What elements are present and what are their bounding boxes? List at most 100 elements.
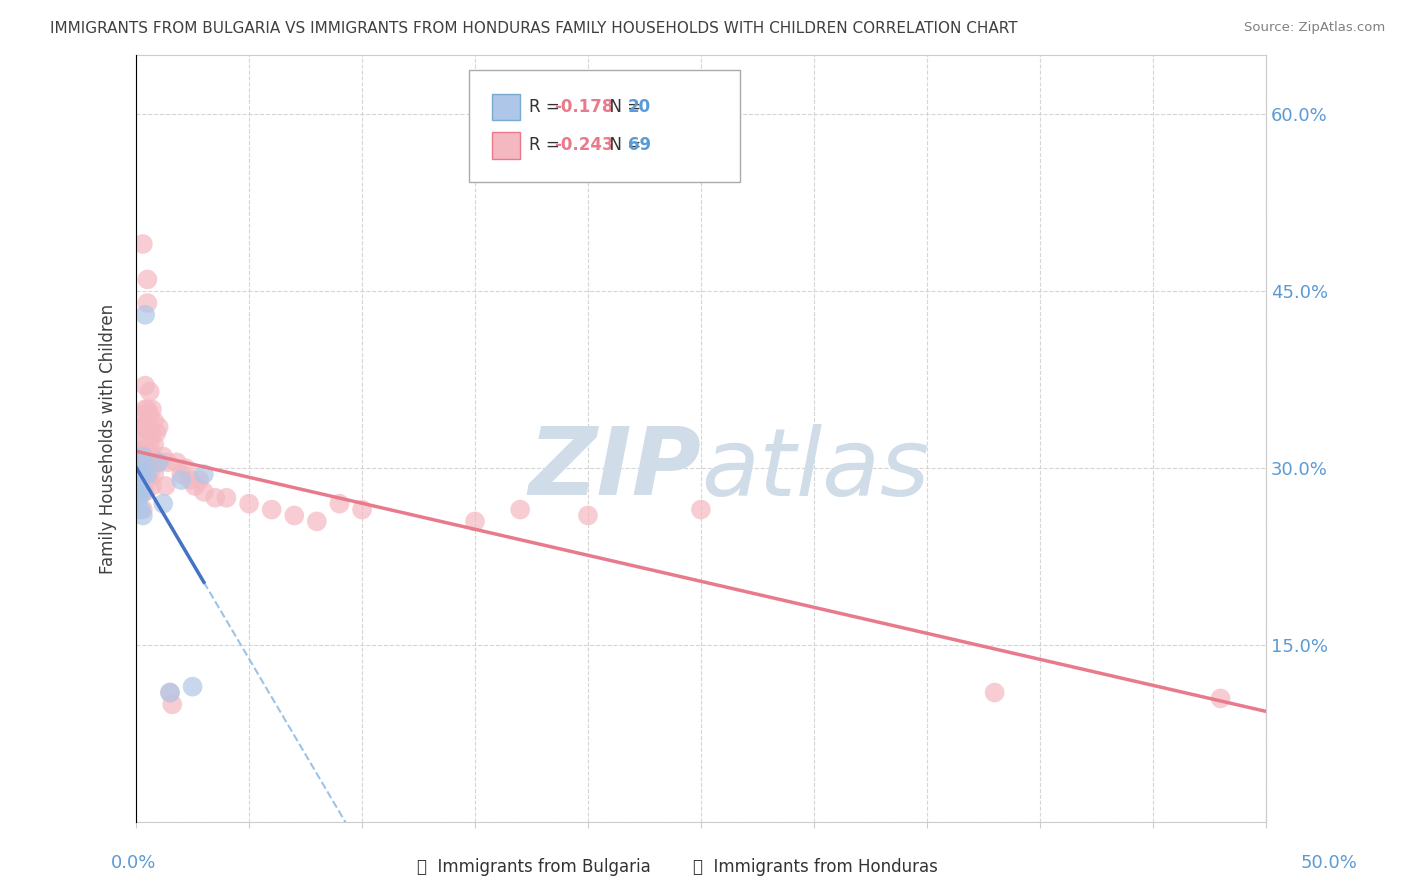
Text: Source: ZipAtlas.com: Source: ZipAtlas.com	[1244, 21, 1385, 35]
Text: atlas: atlas	[702, 424, 929, 515]
Point	[136, 296, 159, 310]
Point	[159, 685, 181, 699]
Point	[132, 484, 155, 499]
Point	[138, 408, 160, 422]
Point	[127, 479, 149, 493]
Point	[181, 680, 204, 694]
Point	[170, 473, 193, 487]
Point	[129, 455, 152, 469]
Text: R =: R =	[529, 98, 565, 116]
Point	[464, 515, 486, 529]
Text: -0.243: -0.243	[554, 136, 613, 154]
Point	[132, 467, 155, 482]
Point	[145, 455, 167, 469]
Point	[143, 467, 166, 482]
Point	[129, 484, 152, 499]
Point	[136, 473, 159, 487]
Point	[132, 467, 155, 482]
Point	[690, 502, 713, 516]
Point	[134, 420, 156, 434]
Point	[1209, 691, 1232, 706]
Point	[145, 425, 167, 440]
Point	[215, 491, 238, 505]
Point	[238, 497, 260, 511]
Point	[136, 272, 159, 286]
Point	[141, 450, 163, 464]
Point	[138, 467, 160, 482]
Text: 69: 69	[627, 136, 651, 154]
Text: ⬜  Immigrants from Honduras: ⬜ Immigrants from Honduras	[693, 858, 938, 876]
Point	[159, 685, 181, 699]
Point	[129, 502, 152, 516]
Point	[283, 508, 305, 523]
Point	[134, 443, 156, 458]
FancyBboxPatch shape	[492, 94, 520, 120]
Text: -0.178: -0.178	[554, 98, 613, 116]
Point	[156, 455, 179, 469]
Point	[134, 402, 156, 417]
FancyBboxPatch shape	[492, 132, 520, 159]
Point	[136, 402, 159, 417]
Point	[193, 467, 215, 482]
Point	[260, 502, 283, 516]
Point	[136, 432, 159, 446]
Text: N =: N =	[599, 98, 647, 116]
Point	[143, 414, 166, 428]
Point	[136, 450, 159, 464]
Y-axis label: Family Households with Children: Family Households with Children	[100, 303, 117, 574]
Point	[132, 420, 155, 434]
Point	[166, 455, 188, 469]
Point	[193, 484, 215, 499]
Point	[138, 384, 160, 399]
Point	[174, 461, 197, 475]
Point	[134, 378, 156, 392]
Text: 50.0%: 50.0%	[1301, 854, 1357, 871]
Text: 20: 20	[627, 98, 651, 116]
Point	[127, 479, 149, 493]
Text: ⬜  Immigrants from Bulgaria: ⬜ Immigrants from Bulgaria	[418, 858, 651, 876]
Text: 0.0%: 0.0%	[111, 854, 156, 871]
Point	[136, 467, 159, 482]
FancyBboxPatch shape	[470, 70, 741, 182]
Point	[127, 484, 149, 499]
Point	[141, 425, 163, 440]
Point	[129, 467, 152, 482]
Text: ZIP: ZIP	[529, 424, 702, 516]
Point	[328, 497, 350, 511]
Point	[188, 473, 211, 487]
Point	[129, 473, 152, 487]
Point	[305, 515, 328, 529]
Point	[983, 685, 1005, 699]
Point	[132, 455, 155, 469]
Point	[148, 420, 170, 434]
Point	[127, 467, 149, 482]
Point	[141, 402, 163, 417]
Text: R =: R =	[529, 136, 565, 154]
Point	[350, 502, 373, 516]
Point	[162, 698, 184, 712]
Text: N =: N =	[599, 136, 647, 154]
Point	[132, 450, 155, 464]
Point	[127, 491, 149, 505]
Point	[132, 502, 155, 516]
Point	[143, 438, 166, 452]
Point	[138, 438, 160, 452]
Point	[129, 461, 152, 475]
Point	[134, 461, 156, 475]
Point	[132, 438, 155, 452]
Point	[127, 450, 149, 464]
Point	[204, 491, 226, 505]
Text: IMMIGRANTS FROM BULGARIA VS IMMIGRANTS FROM HONDURAS FAMILY HOUSEHOLDS WITH CHIL: IMMIGRANTS FROM BULGARIA VS IMMIGRANTS F…	[51, 21, 1018, 37]
Point	[152, 497, 174, 511]
Point	[184, 479, 207, 493]
Point	[152, 450, 174, 464]
Point	[132, 508, 155, 523]
Point	[148, 455, 170, 469]
Point	[132, 408, 155, 422]
Point	[148, 455, 170, 469]
Point	[134, 484, 156, 499]
Point	[132, 237, 155, 252]
Point	[127, 473, 149, 487]
Point	[141, 479, 163, 493]
Point	[127, 467, 149, 482]
